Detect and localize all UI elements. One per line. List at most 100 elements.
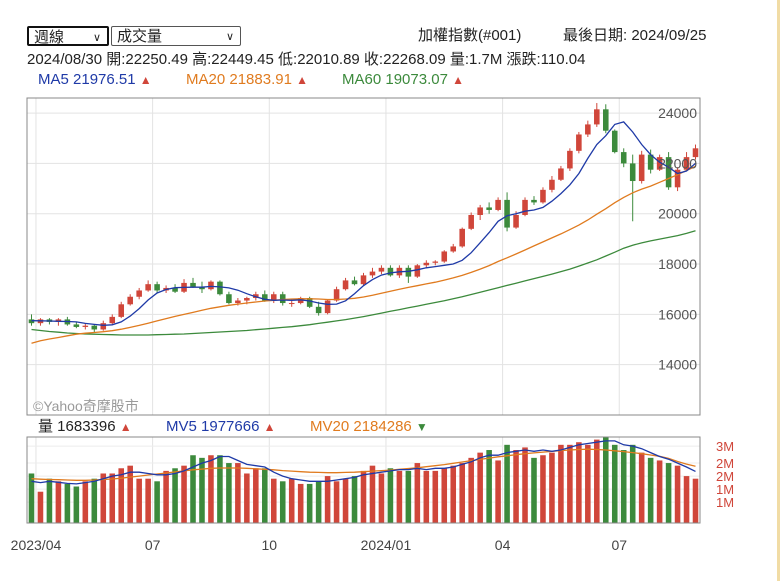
volume-bar [504,444,510,523]
ma5-legend: MA5 21976.51 ▲ [38,71,152,89]
volume-bar [585,444,591,523]
candle-body [100,323,107,330]
x-tick-label: 2024/01 [361,537,412,553]
mv5-legend: MV5 1977666 ▲ [166,418,275,436]
volume-bar [692,478,699,523]
mv5-label: MV5 1977666 [166,418,260,435]
x-tick-label: 07 [145,537,161,553]
candle-body [279,294,286,304]
volume-bar [513,450,519,523]
candle-body [674,169,681,188]
mv5-line [31,440,696,485]
candle-body [513,214,519,228]
candle-body [28,319,35,324]
candle-body [217,281,223,295]
volume-bar [100,473,107,523]
axis-labels: 14000 16000 18000 20000 22000 24000 2023/04 07 1… [11,105,734,553]
candle-body [549,179,555,190]
volume-bar [647,457,654,523]
volume-label: 量 1683396 [38,418,116,435]
price-y-tick-label: 20000 [658,206,697,222]
volume-bar [611,444,618,523]
volume-bar [351,476,358,523]
volume-bar [495,460,501,523]
volume-bar [638,452,645,523]
candle-body [692,148,699,158]
candle-body [594,109,600,125]
price-y-tick-label: 18000 [658,256,697,272]
volume-bar [226,463,232,523]
index-name: 加權指數(#001) [418,27,522,44]
candle-body [450,246,457,252]
x-tick-label: 04 [495,537,511,553]
volume-bar [540,455,546,523]
volume-bar [468,457,474,523]
volume-bar [190,455,196,523]
candle-body [558,168,564,180]
volume-bar [477,452,483,523]
indicator-select[interactable]: 成交量 ∨ [111,26,241,46]
volume-legend: 量 1683396 ▲ [38,418,132,436]
volume-bar [127,465,133,523]
volume-bar [172,468,178,523]
volume-bar [270,478,277,523]
candle-body [306,298,313,307]
candle-body [665,157,672,188]
volume-moving-average-lines [31,440,696,485]
candle-body [360,275,367,285]
candle-body [585,124,591,135]
moving-average-lines [31,121,696,344]
ma5-trend: ▲ [139,73,152,87]
candle-body [486,207,492,210]
volume-bar [558,444,564,523]
volume-bar [217,455,223,523]
volume-bar [154,481,160,523]
candle-body [504,199,510,228]
volume-bar [253,468,259,523]
volume-bar [683,476,690,523]
volume-bar [244,473,250,523]
candle-body [118,304,125,317]
price-candles [28,103,699,332]
x-tick-label: 10 [261,537,277,553]
period-select-value: 週線 [34,29,65,46]
volume-bar [441,468,448,523]
candle-body [611,130,618,153]
volume-bar [73,486,80,523]
chevron-down-icon: ∨ [92,32,101,44]
candle-body [656,157,663,170]
mv20-label: MV20 2184286 [310,418,412,435]
volume-bar [405,470,412,523]
candle-body [369,271,376,276]
ma5-line [31,121,696,326]
volume-bar [450,465,457,523]
candle-body [638,154,645,182]
candle-body [522,199,528,215]
candle-body [629,163,636,182]
ma20-trend: ▲ [296,73,308,87]
volume-bar [37,491,44,523]
watermark: ©Yahoo奇摩股市 [33,398,139,414]
ma20-line [31,165,696,344]
candle-body [351,280,358,285]
volume-bar [55,481,62,523]
candle-body [387,267,394,276]
ma60-trend: ▲ [452,73,464,87]
volume-bar [576,442,582,523]
ma60-legend: MA60 19073.07 ▲ [342,71,464,89]
candle-body [199,286,205,290]
page-edge [777,0,780,581]
mv20-legend: MV20 2184286 ▼ [310,418,428,436]
period-select[interactable]: 週線 ∨ [27,26,109,46]
ma60-line [31,230,696,336]
candle-body [297,298,304,304]
volume-bar [109,473,116,523]
candle-body [647,154,654,170]
candle-body [244,298,250,301]
volume-bars [28,437,699,523]
candle-body [602,109,609,131]
ma20-legend: MA20 21883.91 ▲ [186,71,308,89]
volume-bar [145,478,151,523]
ma20-label: MA20 21883.91 [186,71,292,88]
